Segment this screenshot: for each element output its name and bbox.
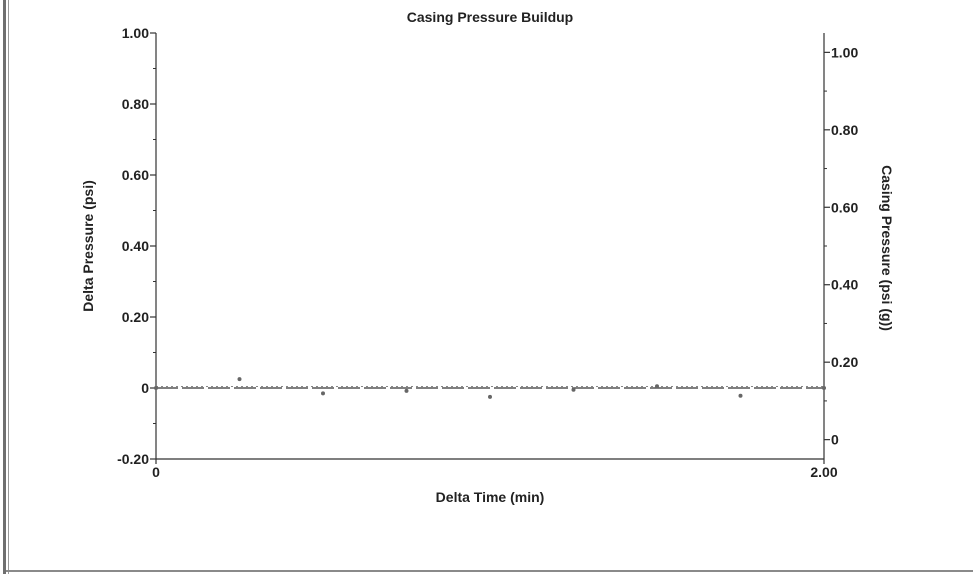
series-lines [156,387,824,389]
y-axis-label-left: Delta Pressure (psi) [80,180,96,312]
y2-tick-label: 0 [831,432,839,448]
data-point [572,388,576,392]
chart-title: Casing Pressure Buildup [407,9,573,25]
x-axis-label: Delta Time (min) [436,489,545,505]
data-point [154,386,158,390]
y-tick-label: 0.20 [122,309,149,325]
y2-tick-label: 0.20 [831,354,858,370]
data-point [488,395,492,399]
x-tick-label: 2.00 [810,464,837,480]
y2-tick-label: 0.80 [831,122,858,138]
y-tick-label: -0.20 [117,451,149,467]
y-axis-label-right: Casing Pressure (psi (g)) [879,165,895,331]
y-tick-label: 1.00 [122,25,149,41]
y2-tick-label: 0.60 [831,199,858,215]
y2-tick-label: 0.40 [831,277,858,293]
y-tick-label: 0 [141,380,149,396]
data-point [655,384,659,388]
x-ticks: 0 2.00 [152,459,838,480]
y-ticks-right: 1.00 0.80 0.60 0.40 0.20 0 [824,44,858,447]
x-tick-label: 0 [152,464,160,480]
y2-tick-label: 1.00 [831,44,858,60]
y-tick-label: 0.80 [122,96,149,112]
y-ticks-left: 1.00 0.80 0.60 0.40 0.20 0 -0.20 [117,25,156,467]
y-tick-label: 0.60 [122,167,149,183]
data-point [405,389,409,393]
data-point [822,386,826,390]
data-point [739,394,743,398]
y-tick-label: 0.40 [122,238,149,254]
data-point [321,391,325,395]
data-point [238,377,242,381]
